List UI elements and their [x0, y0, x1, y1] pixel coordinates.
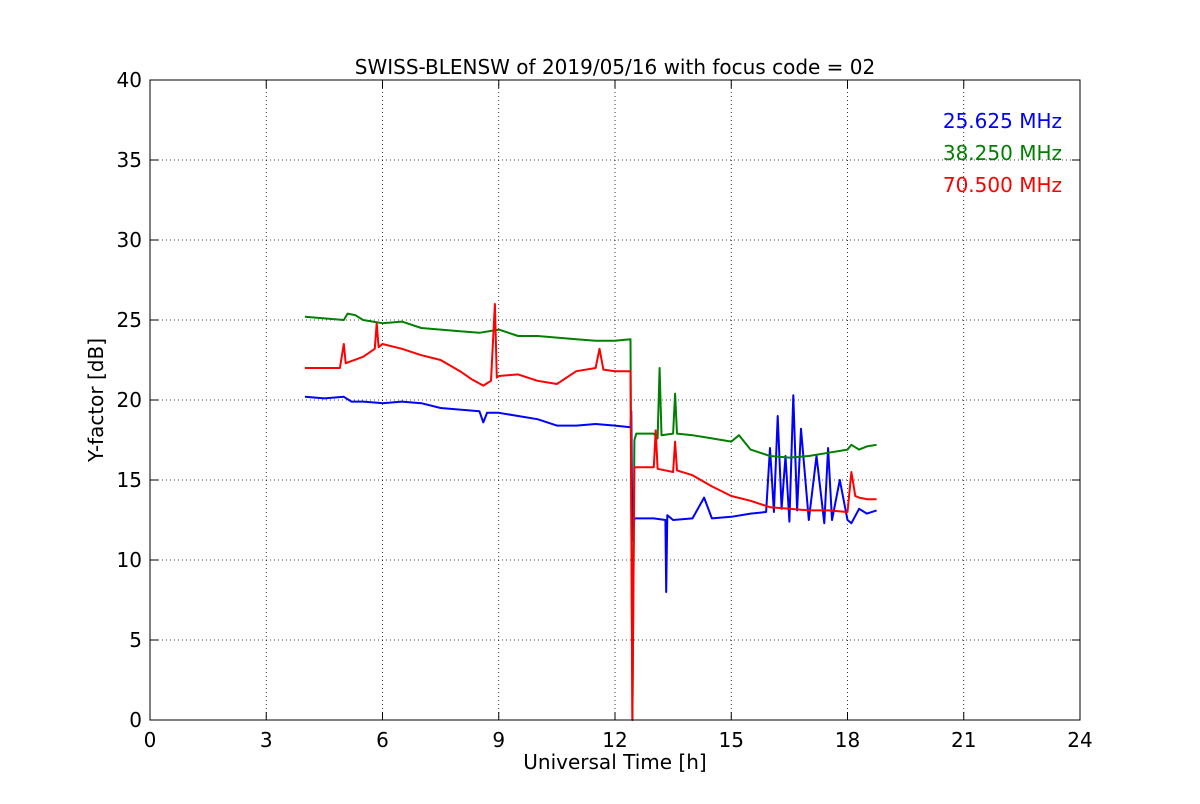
- legend: 25.625 MHz 38.250 MHz 70.500 MHz: [943, 109, 1062, 197]
- y-tick-label: 20: [117, 388, 142, 412]
- y-tick-label: 35: [117, 148, 142, 172]
- y-tick-label: 10: [117, 548, 142, 572]
- y-tick-label: 5: [129, 628, 142, 652]
- x-tick-label: 12: [602, 728, 627, 752]
- x-tick-label: 24: [1067, 728, 1092, 752]
- axis-ticks: 0 3 6 9 12 15 18 21 24 0 5 10 15 20 25 30 35 40: [117, 68, 1093, 752]
- y-tick-label: 30: [117, 228, 142, 252]
- x-tick-label: 0: [144, 728, 157, 752]
- y-tick-label: 0: [129, 708, 142, 732]
- legend-entry: 38.250 MHz: [943, 141, 1062, 165]
- x-tick-label: 18: [835, 728, 860, 752]
- y-tick-label: 40: [117, 68, 142, 92]
- y-axis-title: Y-factor [dB]: [84, 338, 108, 463]
- chart-title: SWISS-BLENSW of 2019/05/16 with focus co…: [355, 55, 876, 79]
- y-tick-label: 15: [117, 468, 142, 492]
- x-tick-label: 6: [376, 728, 389, 752]
- series-line-70-500-mhz: [305, 303, 877, 721]
- series-line-25-625-mhz: [304, 394, 877, 593]
- legend-entry: 70.500 MHz: [943, 173, 1062, 197]
- x-tick-label: 15: [719, 728, 744, 752]
- x-tick-label: 9: [492, 728, 505, 752]
- legend-entry: 25.625 MHz: [943, 109, 1062, 133]
- y-tick-label: 25: [117, 308, 142, 332]
- x-tick-label: 21: [951, 728, 976, 752]
- x-axis-title: Universal Time [h]: [523, 750, 706, 774]
- x-tick-label: 3: [260, 728, 273, 752]
- grid-lines: [150, 80, 1080, 720]
- series-line-38-250-mhz: [304, 312, 877, 721]
- series-lines: [304, 303, 877, 721]
